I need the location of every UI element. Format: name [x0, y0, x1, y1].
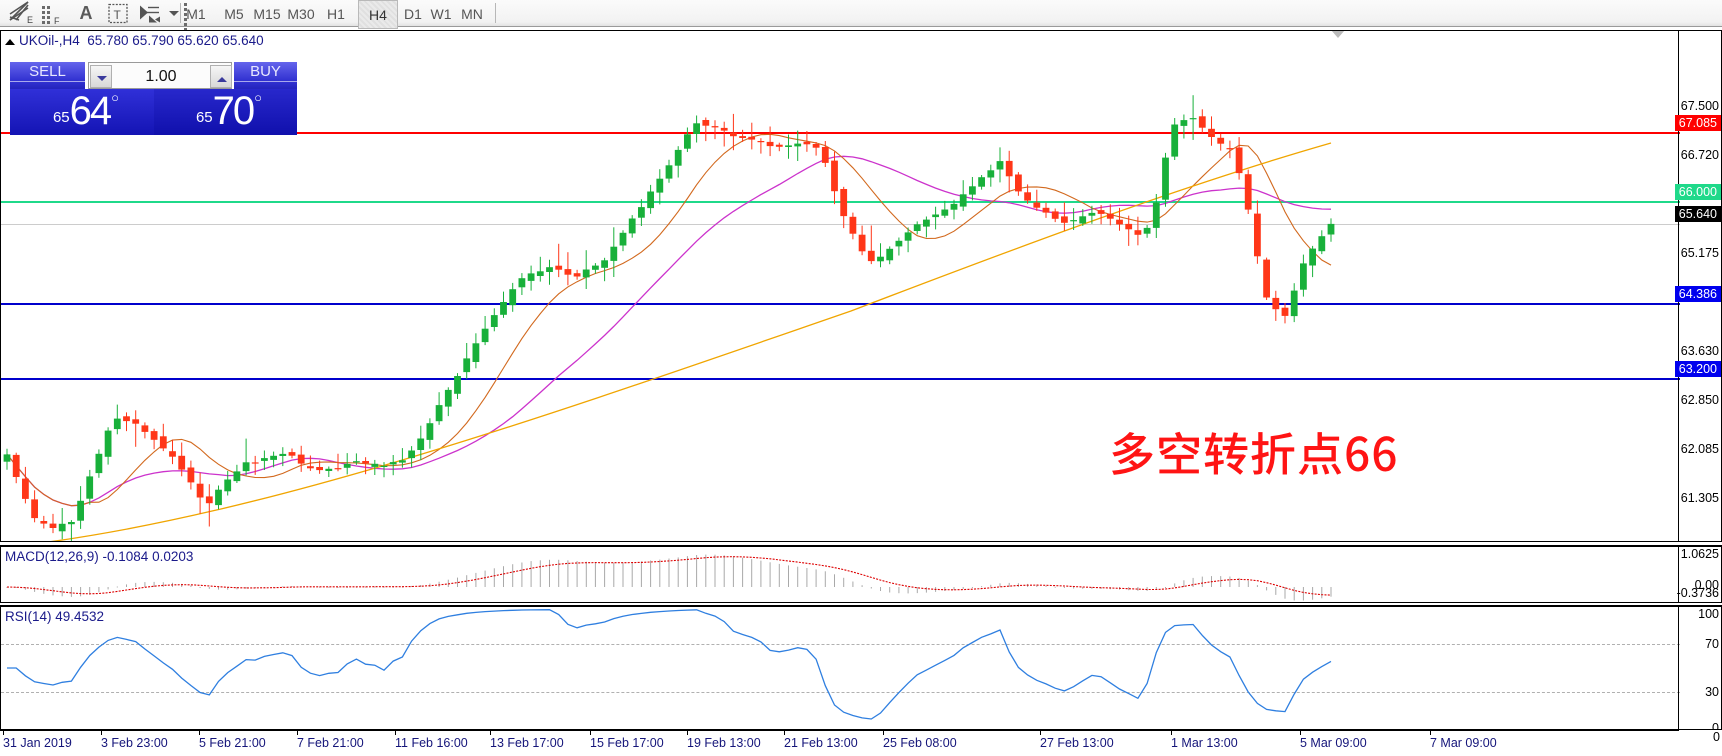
svg-text:T: T: [114, 8, 122, 22]
svg-text:E: E: [27, 15, 33, 25]
